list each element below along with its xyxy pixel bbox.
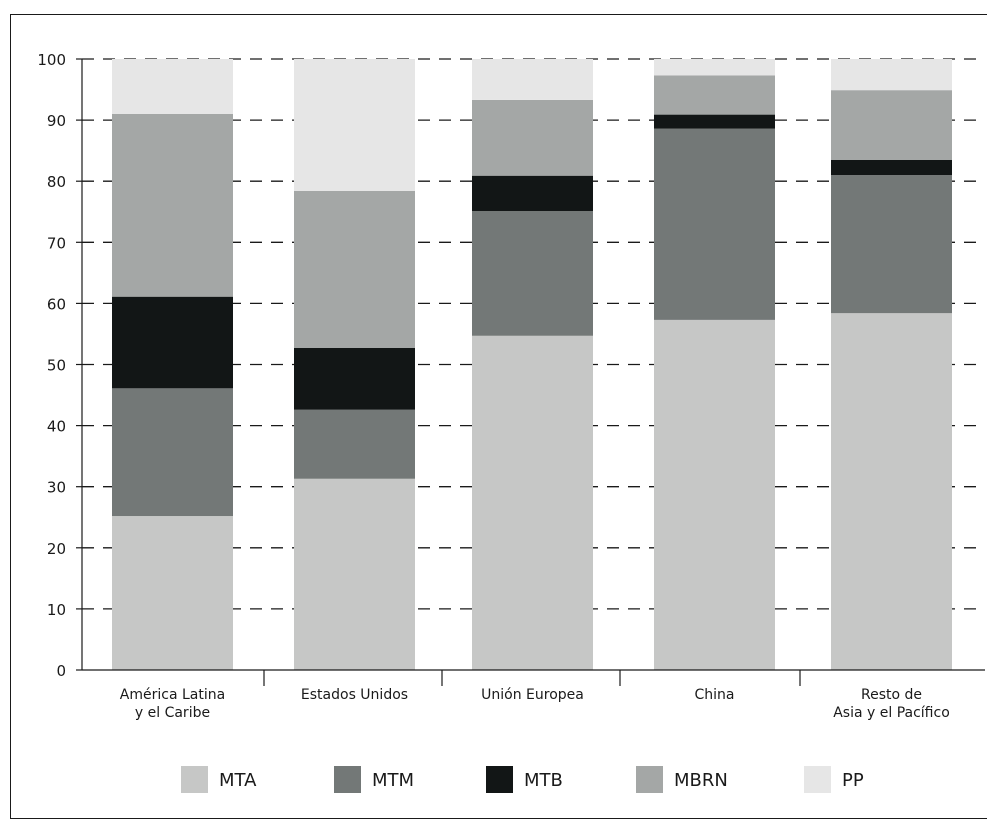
y-tick-label: 100 [37, 51, 66, 69]
axes: 0 10 20 30 40 50 60 70 80 90 100 América Latina y el… [37, 51, 985, 721]
x-category-label: Asia y el Pacífico [833, 705, 950, 721]
bar-segment-mtm [654, 128, 775, 320]
bar-segment-mtb [831, 159, 952, 176]
bar-segment-mtm [831, 175, 952, 314]
bar-segment-pp [831, 59, 952, 91]
x-category-label: Resto de [861, 687, 922, 703]
y-tick-label: 40 [47, 418, 66, 436]
bar-segment-mbrn [654, 75, 775, 115]
legend-label-mtm: MTM [372, 770, 414, 791]
bar-segment-pp [654, 59, 775, 76]
bar-segment-mtm [294, 409, 415, 479]
y-tick-label: 60 [47, 295, 66, 313]
x-category-label: y el Caribe [135, 705, 210, 721]
bar-segment-mtb [112, 296, 233, 389]
bar-segment-mbrn [472, 99, 593, 176]
bar-segment-mta [472, 335, 593, 670]
legend-label-mta: MTA [219, 770, 257, 791]
bar-segment-mtb [294, 348, 415, 410]
bar-segment-mtb [472, 175, 593, 212]
legend-label-mtb: MTB [524, 770, 563, 791]
bar-segment-mta [294, 478, 415, 670]
legend-label-pp: PP [842, 770, 864, 791]
bar-segment-pp [472, 59, 593, 100]
bar-segment-mtb [654, 114, 775, 129]
bar-segment-mta [831, 313, 952, 670]
legend-label-mbrn: MBRN [674, 770, 728, 791]
legend-swatch-pp [804, 766, 831, 793]
legend-swatch-mbrn [636, 766, 663, 793]
bar-segment-mbrn [112, 113, 233, 297]
x-category-label: Unión Europea [481, 687, 584, 703]
bar-segment-mbrn [294, 190, 415, 349]
bar-segment-mtm [472, 211, 593, 336]
legend-swatch-mtm [334, 766, 361, 793]
y-tick-label: 50 [47, 357, 66, 375]
y-tick-label: 0 [56, 662, 66, 680]
bar-segment-mta [654, 319, 775, 670]
y-tick-label: 90 [47, 112, 66, 130]
y-tick-label: 20 [47, 540, 66, 558]
legend-swatch-mtb [486, 766, 513, 793]
y-tick-label: 10 [47, 601, 66, 619]
y-tick-label: 70 [47, 234, 66, 252]
bar-segment-pp [112, 59, 233, 114]
x-category-label: América Latina [120, 687, 225, 703]
bars [112, 59, 952, 670]
bar-segment-mbrn [831, 90, 952, 160]
legend-swatch-mta [181, 766, 208, 793]
bar-segment-pp [294, 59, 415, 191]
y-tick-label: 80 [47, 173, 66, 191]
chart-frame [10, 14, 987, 819]
bar-segment-mtm [112, 388, 233, 517]
legend: MTA MTM MTB MBRN PP [181, 766, 864, 793]
x-category-label: China [695, 687, 735, 703]
x-category-label: Estados Unidos [301, 687, 408, 703]
y-tick-label: 30 [47, 479, 66, 497]
bar-segment-mta [112, 516, 233, 670]
